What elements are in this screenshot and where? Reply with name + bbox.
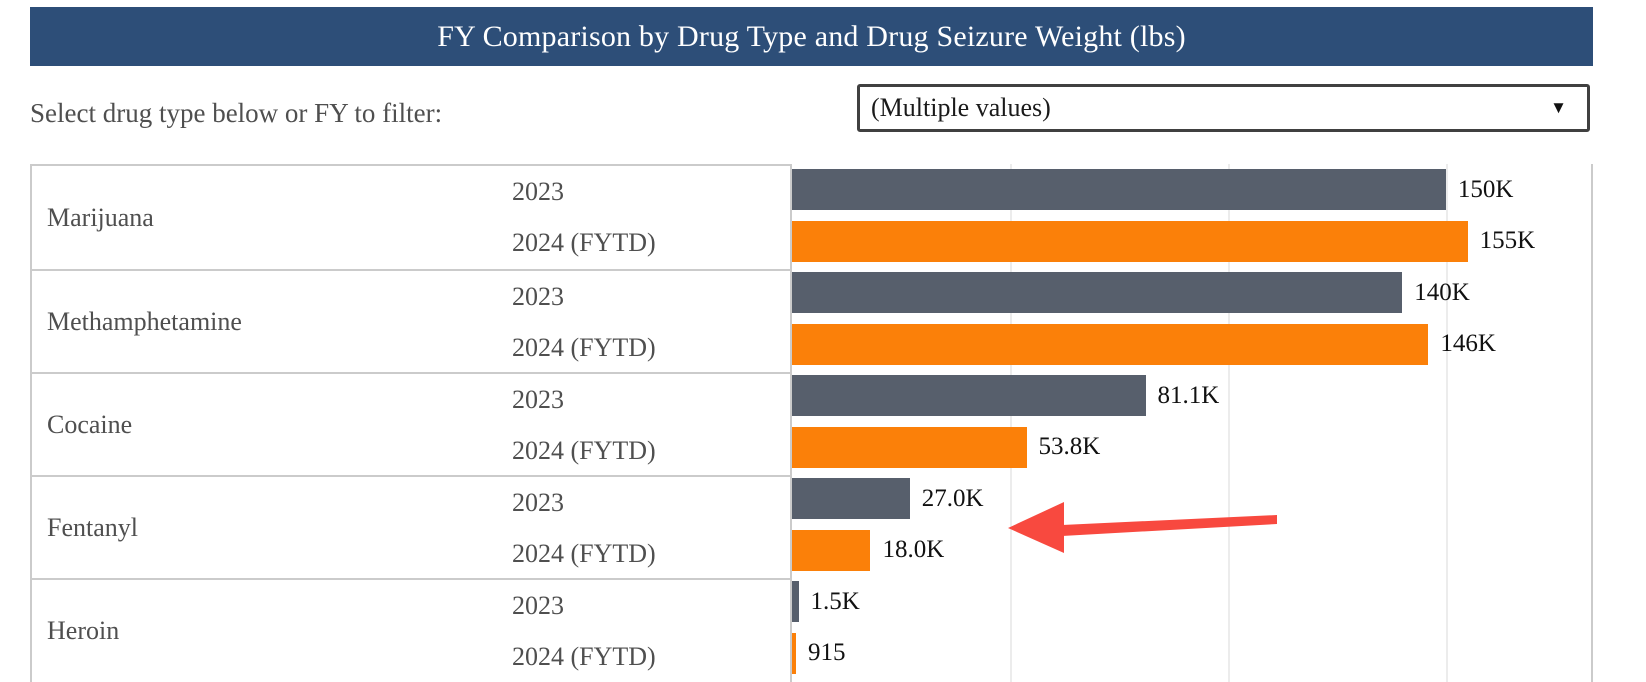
dropdown-selected-value: (Multiple values) xyxy=(871,93,1051,122)
bar-rows: 150K 155K 140K 146K 81.1K 53.8K xyxy=(792,164,1591,682)
bar-row: 155K xyxy=(792,216,1591,268)
drug-label-marijuana[interactable]: Marijuana xyxy=(47,202,154,232)
drug-group-fentanyl: Fentanyl 2023 2024 (FYTD) xyxy=(32,475,790,578)
bar-value-label: 150K xyxy=(1457,175,1514,203)
bar-heroin-2024[interactable] xyxy=(792,632,796,674)
drug-group-marijuana: Marijuana 2023 2024 (FYTD) xyxy=(32,166,790,269)
bar-value-label: 18.0K xyxy=(882,536,945,564)
year-label-fentanyl-2024[interactable]: 2024 (FYTD) xyxy=(512,539,656,569)
bar-marijuana-2023[interactable] xyxy=(792,169,1446,211)
bar-row: 1.5K xyxy=(792,576,1591,628)
gridlines xyxy=(792,164,1591,682)
bar-row: 81.1K xyxy=(792,370,1591,422)
filter-instruction-label: Select drug type below or FY to filter: xyxy=(30,98,443,128)
bar-value-label: 53.8K xyxy=(1038,433,1101,461)
year-label-methamphetamine-2024[interactable]: 2024 (FYTD) xyxy=(512,333,656,363)
bar-value-label: 27.0K xyxy=(921,484,984,512)
drug-label-methamphetamine[interactable]: Methamphetamine xyxy=(47,306,242,336)
bar-row: 53.8K xyxy=(792,422,1591,474)
page-title: FY Comparison by Drug Type and Drug Seiz… xyxy=(437,19,1186,53)
bar-row: 27.0K xyxy=(792,473,1591,525)
drug-label-fentanyl[interactable]: Fentanyl xyxy=(47,512,138,542)
bar-fentanyl-2023[interactable] xyxy=(792,478,910,520)
drug-group-cocaine: Cocaine 2023 2024 (FYTD) xyxy=(32,372,790,475)
bar-value-label: 1.5K xyxy=(810,587,860,615)
bar-row: 146K xyxy=(792,319,1591,371)
bar-methamphetamine-2024[interactable] xyxy=(792,323,1429,365)
bar-methamphetamine-2023[interactable] xyxy=(792,272,1403,314)
bar-fentanyl-2024[interactable] xyxy=(792,529,871,571)
drug-type-filter-dropdown[interactable]: (Multiple values) ▼ xyxy=(857,84,1590,132)
bar-row: 150K xyxy=(792,164,1591,216)
chevron-down-icon[interactable]: ▼ xyxy=(1550,98,1567,117)
bar-value-label: 81.1K xyxy=(1157,381,1220,409)
gridline xyxy=(1009,164,1012,682)
bar-row: 18.0K xyxy=(792,525,1591,577)
drug-group-heroin: Heroin 2023 2024 (FYTD) xyxy=(32,578,790,681)
year-label-cocaine-2024[interactable]: 2024 (FYTD) xyxy=(512,436,656,466)
year-column: 2023 2024 (FYTD) xyxy=(512,166,792,269)
bar-heroin-2023[interactable] xyxy=(792,581,799,623)
bar-value-label: 155K xyxy=(1479,227,1536,255)
year-column: 2023 2024 (FYTD) xyxy=(512,580,792,681)
year-column: 2023 2024 (FYTD) xyxy=(512,477,792,578)
drug-label-heroin[interactable]: Heroin xyxy=(47,615,120,645)
bar-row: 140K xyxy=(792,267,1591,319)
year-label-fentanyl-2023[interactable]: 2023 xyxy=(512,487,564,517)
bar-value-label: 915 xyxy=(807,639,846,667)
bar-row: 915 xyxy=(792,628,1591,680)
bar-cocaine-2023[interactable] xyxy=(792,375,1146,417)
year-column: 2023 2024 (FYTD) xyxy=(512,271,792,372)
bar-value-label: 140K xyxy=(1414,278,1470,306)
title-banner: FY Comparison by Drug Type and Drug Seiz… xyxy=(30,7,1593,66)
gridline xyxy=(1227,164,1230,682)
drug-group-methamphetamine: Methamphetamine 2023 2024 (FYTD) xyxy=(32,269,790,372)
bar-cocaine-2024[interactable] xyxy=(792,426,1027,468)
row-header-panel: Marijuana 2023 2024 (FYTD) Methamphetami… xyxy=(30,164,790,682)
year-label-heroin-2024[interactable]: 2024 (FYTD) xyxy=(512,642,656,672)
bar-value-label: 146K xyxy=(1440,330,1496,358)
gridline xyxy=(1445,164,1448,682)
year-column: 2023 2024 (FYTD) xyxy=(512,374,792,475)
bar-marijuana-2024[interactable] xyxy=(792,220,1468,262)
year-label-heroin-2023[interactable]: 2023 xyxy=(512,590,564,620)
drug-label-cocaine[interactable]: Cocaine xyxy=(47,409,133,439)
year-label-cocaine-2023[interactable]: 2023 xyxy=(512,384,564,414)
year-label-marijuana-2024[interactable]: 2024 (FYTD) xyxy=(512,228,656,258)
year-label-marijuana-2023[interactable]: 2023 xyxy=(512,176,564,206)
bar-chart-pane: 150K 155K 140K 146K 81.1K 53.8K xyxy=(790,164,1593,682)
year-label-methamphetamine-2023[interactable]: 2023 xyxy=(512,281,564,311)
